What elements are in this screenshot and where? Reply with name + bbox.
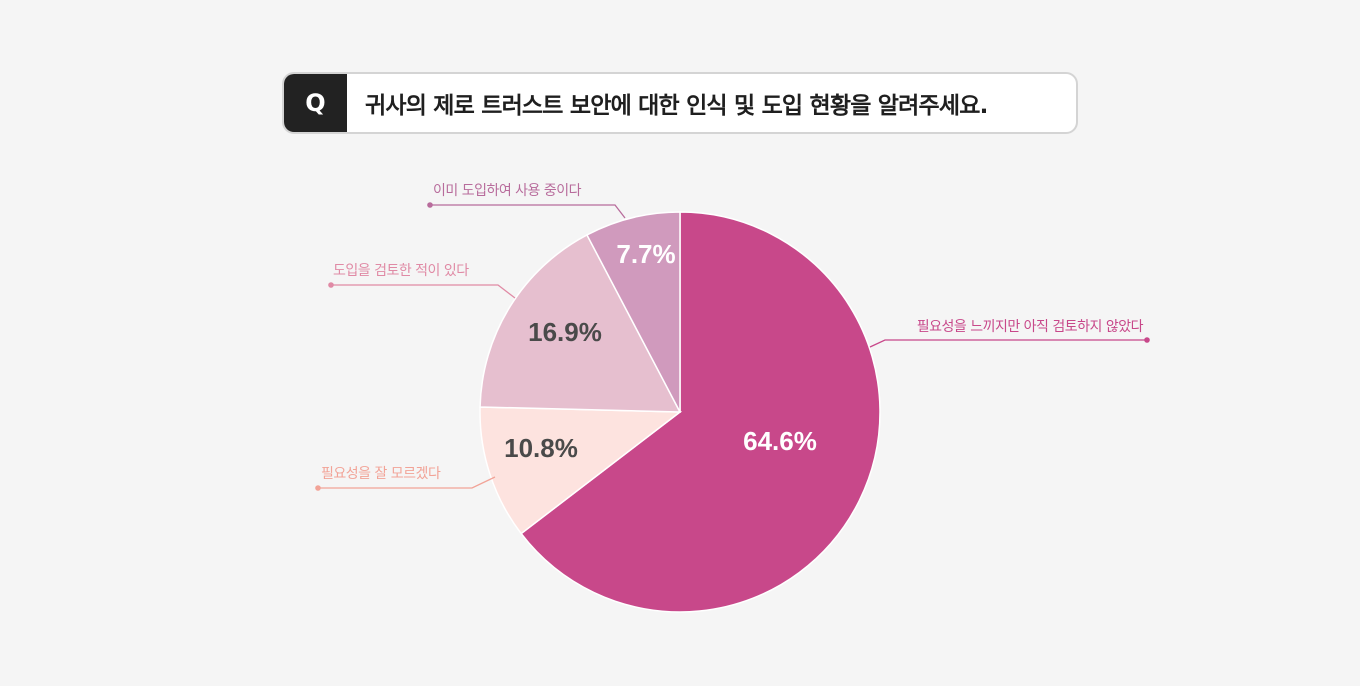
- slice-category-label: 필요성을 느끼지만 아직 검토하지 않았다: [917, 319, 1144, 335]
- slice-value-label: 64.6%: [743, 426, 817, 456]
- pie-slice: [520, 211, 881, 613]
- leader-dot: [315, 485, 321, 491]
- leader-line: [869, 339, 1147, 348]
- question-marker: Q: [284, 74, 347, 132]
- slice-category-label: 도입을 검토한 적이 있다: [333, 263, 469, 279]
- leader-line: [430, 204, 626, 219]
- pie-slice: [479, 406, 683, 535]
- leader-line: [318, 476, 496, 489]
- pie-slice: [585, 211, 681, 413]
- leader-dot: [328, 282, 334, 288]
- pie-slice: [479, 233, 682, 413]
- question-text: 귀사의 제로 트러스트 보안에 대한 인식 및 도입 현황을 알려주세요.: [365, 93, 988, 119]
- leader-line: [331, 284, 516, 299]
- slice-value-label: 10.8%: [504, 433, 578, 463]
- leader-dot: [427, 202, 433, 208]
- slice-value-label: 7.7%: [616, 239, 675, 269]
- slice-category-label: 필요성을 잘 모르겠다: [321, 466, 441, 482]
- question-box: Q 귀사의 제로 트러스트 보안에 대한 인식 및 도입 현황을 알려주세요.: [282, 72, 1078, 134]
- slice-value-label: 16.9%: [528, 317, 602, 347]
- leader-dot: [1144, 337, 1150, 343]
- slice-category-label: 이미 도입하여 사용 중이다: [433, 183, 582, 199]
